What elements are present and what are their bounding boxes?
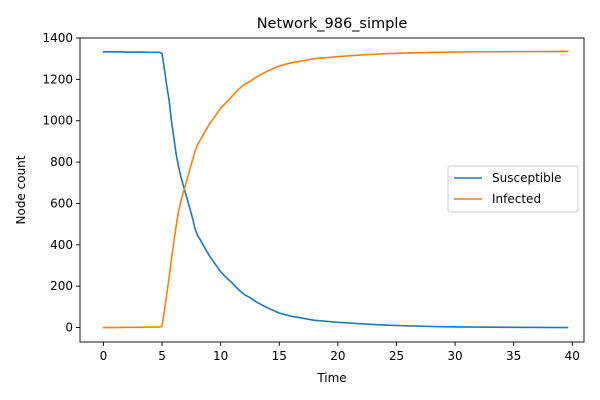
chart-title: Network_986_simple	[257, 16, 408, 32]
y-tick-label: 800	[50, 155, 73, 169]
x-tick-label: 0	[100, 349, 108, 363]
y-tick-label: 0	[65, 321, 73, 335]
x-tick-label: 15	[272, 349, 287, 363]
x-axis-label: Time	[316, 371, 346, 385]
legend: Susceptible Infected	[447, 165, 579, 213]
series-line-susceptible	[102, 51, 569, 329]
x-tick-label: 5	[158, 349, 166, 363]
legend-label-susceptible: Susceptible	[492, 171, 561, 185]
y-axis: 0 200 400 600 800 1000 1200 1400	[42, 31, 80, 335]
legend-label-infected: Infected	[492, 192, 541, 206]
y-tick-label: 600	[50, 196, 73, 210]
x-tick-label: 35	[506, 349, 521, 363]
x-tick-label: 25	[389, 349, 404, 363]
series-lines	[102, 50, 569, 329]
y-axis-label: Node count	[14, 155, 28, 224]
y-tick-label: 1200	[42, 72, 73, 86]
y-tick-label: 400	[50, 238, 73, 252]
x-tick-label: 40	[565, 349, 580, 363]
plot-area	[79, 37, 585, 343]
x-tick-label: 10	[213, 349, 228, 363]
y-tick-label: 1400	[42, 31, 73, 45]
y-tick-label: 200	[50, 279, 73, 293]
x-tick-label: 30	[447, 349, 462, 363]
x-tick-label: 20	[330, 349, 345, 363]
x-axis: 0 5 10 15 20 25 30 35 40	[100, 342, 580, 363]
series-line-infected	[102, 50, 569, 329]
y-tick-label: 1000	[42, 114, 73, 128]
